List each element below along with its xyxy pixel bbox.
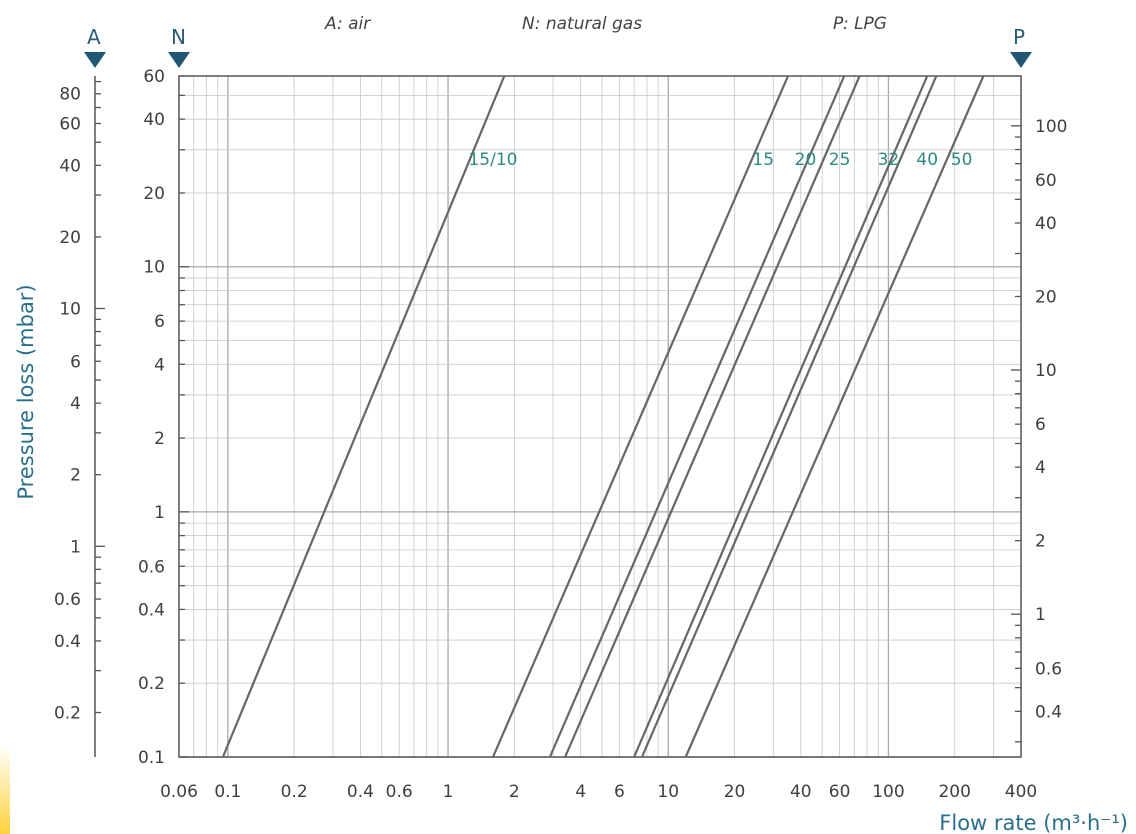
x-tick-label: 0.6 <box>386 782 413 802</box>
air-scale-tick-label: 0.2 <box>54 704 81 724</box>
lpg-scale-tick-label: 6 <box>1035 415 1046 435</box>
series-label-15-10: 15/10 <box>468 150 517 170</box>
lpg-scale-tick-label: 0.4 <box>1035 702 1062 722</box>
lpg-scale-tick-label: 2 <box>1035 532 1046 552</box>
lpg-scale-letter: P <box>1013 25 1025 49</box>
air-scale-axis: 80 60 40 20 10 6 4 2 1 0.6 0.4 0.2 <box>54 76 105 757</box>
natural-gas-scale-header: N: natural gas <box>522 14 642 34</box>
lpg-scale-tick-label: 10 <box>1035 361 1057 381</box>
air-scale-tick-label: 2 <box>70 466 81 486</box>
natural-gas-scale-tick-label: 2 <box>154 429 165 449</box>
series-label-20: 20 <box>795 150 817 170</box>
air-scale-tick-label: 60 <box>59 114 81 134</box>
natural-gas-scale-tick-label: 60 <box>143 67 165 87</box>
x-tick-label: 0.06 <box>160 782 198 802</box>
air-scale-letter: A <box>87 25 101 49</box>
air-scale-tick-label: 40 <box>59 156 81 176</box>
natural-gas-scale-tick-label: 40 <box>143 110 165 130</box>
series-label-50: 50 <box>951 150 973 170</box>
x-tick-label: 4 <box>575 782 586 802</box>
x-tick-label: 400 <box>1005 782 1037 802</box>
air-scale-tick-label: 4 <box>70 394 81 414</box>
x-tick-label: 20 <box>724 782 746 802</box>
natural-gas-scale-tick-label: 10 <box>143 258 165 278</box>
series-label-15: 15 <box>752 150 774 170</box>
gas-scale-headers: A: air N: natural gas P: LPG A N P <box>84 14 1032 68</box>
series-line-15 <box>491 75 790 758</box>
x-tick-label: 40 <box>790 782 812 802</box>
natural-gas-scale-tick-label: 0.1 <box>138 748 165 768</box>
air-scale-tick-label: 6 <box>70 352 81 372</box>
y-axis-title: Pressure loss (mbar) <box>14 284 38 499</box>
natural-gas-scale-letter: N <box>171 25 186 49</box>
x-axis-title: Flow rate (m³·h⁻¹) <box>939 811 1128 834</box>
x-tick-label: 10 <box>657 782 679 802</box>
lpg-scale-header: P: LPG <box>833 14 887 34</box>
x-tick-label: 6 <box>614 782 625 802</box>
x-tick-label: 200 <box>938 782 970 802</box>
series-line-50 <box>684 75 985 758</box>
corner-glow <box>0 744 10 834</box>
air-scale-marker-icon <box>84 52 106 68</box>
natural-gas-scale-axis: 60 40 20 10 6 4 2 1 0.6 0.4 0.2 0.1 <box>138 67 189 768</box>
lpg-scale-tick-label: 1 <box>1035 605 1046 625</box>
natural-gas-scale-tick-label: 0.6 <box>138 557 165 577</box>
lpg-scale-axis: 100 60 40 20 10 6 4 2 1 0.6 0.4 <box>1011 117 1067 743</box>
x-tick-label: 60 <box>829 782 851 802</box>
lpg-scale-tick-label: 20 <box>1035 287 1057 307</box>
natural-gas-scale-tick-label: 6 <box>154 312 165 332</box>
lpg-scale-marker-icon <box>1010 52 1032 68</box>
natural-gas-scale-tick-label: 4 <box>154 355 165 375</box>
series-line-32 <box>633 75 929 758</box>
natural-gas-scale-tick-label: 1 <box>154 503 165 523</box>
natural-gas-scale-marker-icon <box>168 52 190 68</box>
x-tick-label: 100 <box>872 782 904 802</box>
x-tick-label: 0.2 <box>281 782 308 802</box>
natural-gas-scale-tick-label: 0.2 <box>138 674 165 694</box>
air-scale-tick-label: 80 <box>59 85 81 105</box>
air-scale-tick-label: 0.6 <box>54 590 81 610</box>
series-line-40 <box>640 75 938 758</box>
natural-gas-scale-tick-label: 20 <box>143 184 165 204</box>
x-tick-label: 0.1 <box>214 782 241 802</box>
x-axis-ticks: 0.06 0.1 0.2 0.4 0.6 1 2 4 6 10 20 40 60 100 200 400 <box>160 782 1037 802</box>
series-lines <box>221 75 985 758</box>
series-line-20 <box>548 75 846 758</box>
lpg-scale-tick-label: 40 <box>1035 214 1057 234</box>
air-scale-tick-label: 10 <box>59 300 81 320</box>
series-label-32: 32 <box>878 150 900 170</box>
air-scale-header: A: air <box>324 14 371 34</box>
x-tick-label: 2 <box>509 782 520 802</box>
series-line-15-10 <box>221 75 506 758</box>
lpg-scale-tick-label: 4 <box>1035 458 1046 478</box>
lpg-scale-tick-label: 60 <box>1035 171 1057 191</box>
air-scale-tick-label: 1 <box>70 537 81 557</box>
air-scale-tick-label: 20 <box>59 228 81 248</box>
series-line-25 <box>564 75 861 758</box>
plot-grid <box>178 75 1022 758</box>
x-tick-label: 0.4 <box>347 782 374 802</box>
series-label-25: 25 <box>829 150 851 170</box>
lpg-scale-tick-label: 100 <box>1035 117 1067 137</box>
natural-gas-scale-tick-label: 0.4 <box>138 600 165 620</box>
air-scale-tick-label: 0.4 <box>54 632 81 652</box>
plot-frame <box>178 75 1022 758</box>
series-label-40: 40 <box>916 150 938 170</box>
x-tick-label: 1 <box>443 782 454 802</box>
series-labels: 15/10 15 20 25 32 40 50 <box>468 150 972 170</box>
lpg-scale-tick-label: 0.6 <box>1035 659 1062 679</box>
